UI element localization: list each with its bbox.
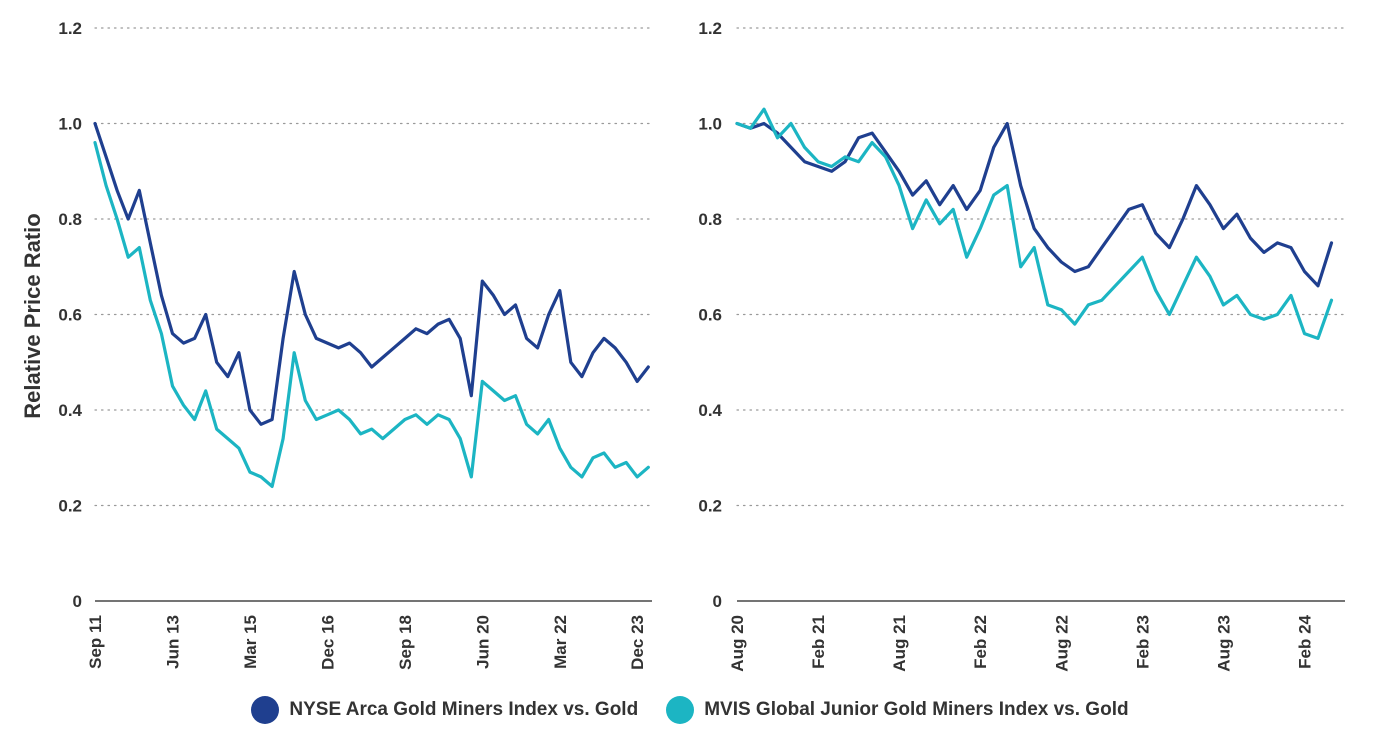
x-tick-label: Jun 13 bbox=[163, 615, 182, 669]
x-tick-label: Sep 11 bbox=[86, 615, 105, 669]
x-tick-label: Feb 24 bbox=[1295, 614, 1314, 668]
legend-swatch-nyse-arca bbox=[251, 696, 280, 724]
chart-right: 1.2 1.0 0.8 0.6 0.4 0.2 0 Aug 20 Feb 21 Aug 21 Feb… bbox=[698, 19, 1346, 672]
y-axis-title: Relative Price Ratio bbox=[20, 213, 45, 418]
series-line-mvis-junior bbox=[93, 141, 650, 488]
x-tick-label: Dec 23 bbox=[628, 615, 647, 670]
legend-item-nyse-arca: NYSE Arca Gold Miners Index vs. Gold bbox=[251, 696, 638, 724]
y-tick-label: 0.4 bbox=[698, 401, 722, 420]
y-tick-label: 0 bbox=[73, 592, 82, 611]
y-tick-label: 0.8 bbox=[698, 210, 722, 229]
x-tick-label: Feb 23 bbox=[1133, 615, 1152, 669]
x-tick-label: Aug 23 bbox=[1214, 615, 1233, 672]
y-tick-label: 1.0 bbox=[698, 115, 722, 134]
y-axis-title-group: Relative Price Ratio bbox=[20, 213, 45, 418]
x-tick-label: Jun 20 bbox=[473, 615, 492, 669]
legend-label-mvis-junior: MVIS Global Junior Gold Miners Index vs.… bbox=[704, 699, 1129, 720]
y-tick-label: 1.0 bbox=[58, 115, 82, 134]
x-tick-label: Dec 16 bbox=[318, 615, 337, 670]
y-tick-label: 0 bbox=[713, 592, 722, 611]
x-tick-label: Aug 20 bbox=[728, 615, 747, 672]
legend-item-mvis-junior: MVIS Global Junior Gold Miners Index vs.… bbox=[666, 696, 1129, 724]
x-tick-label: Feb 22 bbox=[971, 615, 990, 669]
legend-swatch-mvis-junior bbox=[666, 696, 695, 724]
x-tick-label: Mar 15 bbox=[241, 615, 260, 669]
y-tick-label: 0.2 bbox=[698, 497, 722, 516]
y-tick-label: 0.4 bbox=[58, 401, 82, 420]
series-line-nyse-arca bbox=[93, 121, 650, 426]
x-tick-label: Aug 22 bbox=[1052, 615, 1071, 672]
x-tick-label: Sep 18 bbox=[396, 615, 415, 670]
x-tick-label: Aug 21 bbox=[890, 615, 909, 672]
y-tick-label: 0.2 bbox=[58, 497, 82, 516]
y-tick-label: 0.6 bbox=[58, 306, 82, 325]
x-tick-label: Mar 22 bbox=[551, 615, 570, 669]
legend-label-nyse-arca: NYSE Arca Gold Miners Index vs. Gold bbox=[289, 699, 639, 720]
y-tick-label: 0.6 bbox=[698, 306, 722, 325]
legend: NYSE Arca Gold Miners Index vs. Gold MVI… bbox=[0, 690, 1380, 730]
series-line-nyse-arca bbox=[735, 121, 1334, 288]
y-tick-label: 0.8 bbox=[58, 210, 82, 229]
x-tick-label: Feb 21 bbox=[809, 615, 828, 669]
series-line-mvis-junior bbox=[735, 107, 1334, 340]
y-tick-label: 1.2 bbox=[698, 19, 722, 38]
y-tick-label: 1.2 bbox=[58, 19, 82, 38]
